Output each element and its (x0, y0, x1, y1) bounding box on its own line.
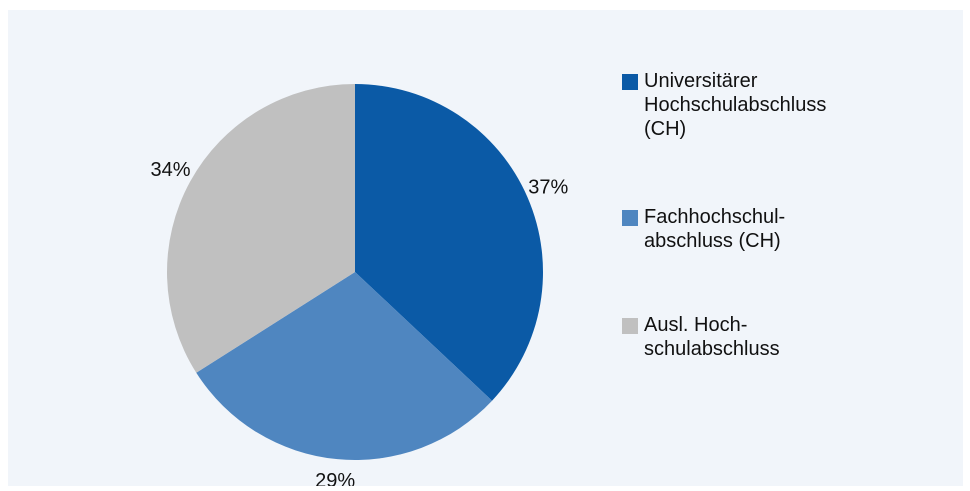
data-label: 34% (150, 159, 190, 181)
legend-line: schulabschluss (644, 338, 780, 360)
pie-slice (166, 84, 355, 373)
pie-slice (355, 84, 543, 401)
legend-line: Fachhochschul- (644, 206, 785, 228)
data-label: 37% (528, 177, 568, 199)
legend-line: Universitärer (644, 70, 758, 92)
legend-label: Fachhochschul-abschluss (CH) (644, 206, 785, 252)
legend-line: Hochschulabschluss (644, 94, 826, 116)
legend-line: Ausl. Hoch- (644, 314, 747, 336)
legend-swatch (622, 74, 638, 90)
legend-line: abschluss (CH) (644, 230, 781, 252)
pie-slice (196, 272, 493, 460)
legend-line: (CH) (644, 118, 686, 140)
data-label: 29% (315, 470, 355, 486)
legend-swatch (622, 210, 638, 226)
legend-label: Universitärer Hochschulabschluss (CH) (644, 70, 826, 140)
legend-label: Ausl. Hoch-schulabschluss (644, 314, 780, 360)
legend-swatch (622, 318, 638, 334)
